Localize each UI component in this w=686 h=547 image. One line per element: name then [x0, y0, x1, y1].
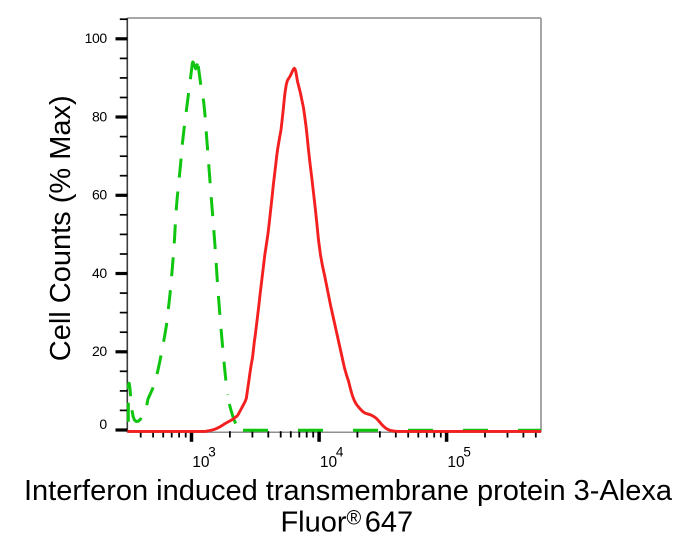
svg-text:Cell Counts (% Max): Cell Counts (% Max) — [45, 95, 77, 361]
svg-text:3: 3 — [208, 444, 216, 459]
svg-text:60: 60 — [92, 187, 107, 203]
svg-text:80: 80 — [92, 108, 107, 124]
svg-text:4: 4 — [336, 444, 344, 459]
svg-text:Interferon induced transmembra: Interferon induced transmembrane protein… — [24, 475, 673, 507]
svg-text:5: 5 — [463, 444, 471, 459]
svg-text:20: 20 — [92, 343, 107, 359]
svg-text:100: 100 — [85, 30, 108, 46]
svg-text:40: 40 — [92, 265, 107, 281]
svg-text:10: 10 — [320, 454, 338, 471]
svg-text:10: 10 — [192, 454, 210, 471]
svg-text:0: 0 — [99, 416, 107, 432]
svg-text:10: 10 — [447, 454, 465, 471]
